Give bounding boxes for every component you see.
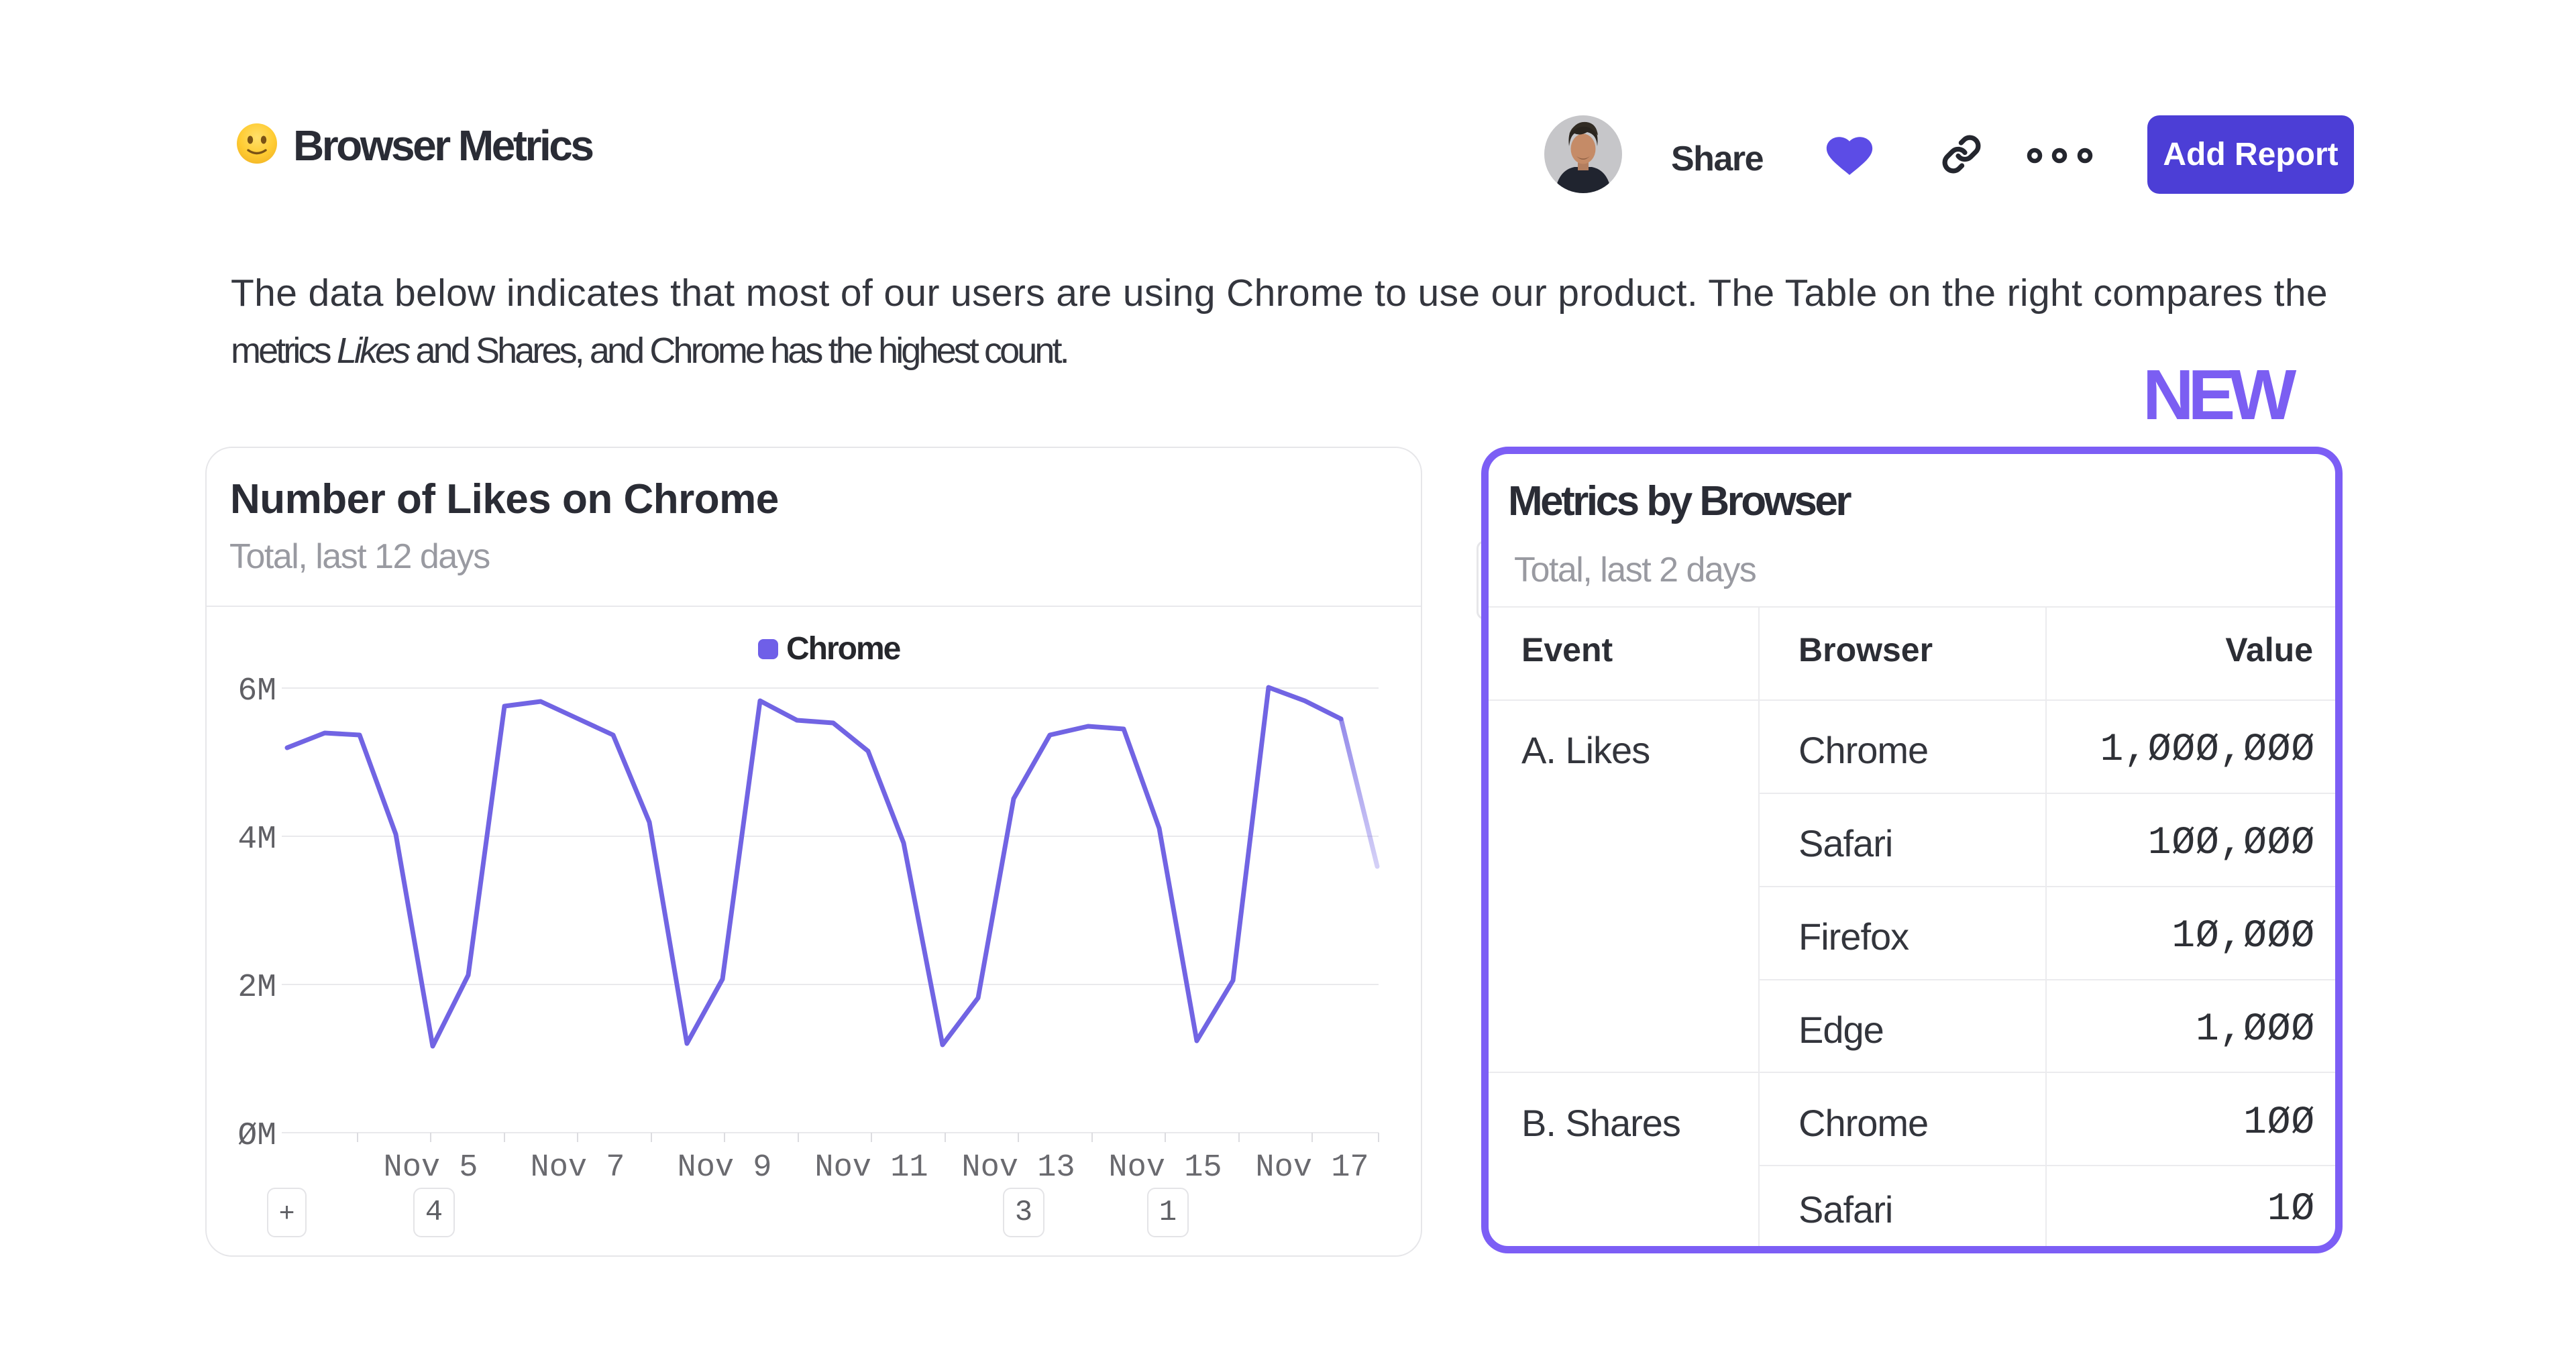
svg-text:Nov 7: Nov 7	[530, 1150, 625, 1186]
svg-text:Nov 9: Nov 9	[677, 1150, 771, 1186]
svg-text:ØM: ØM	[237, 1118, 276, 1154]
svg-text:Nov 11: Nov 11	[814, 1150, 928, 1186]
svg-text:Chrome: Chrome	[786, 631, 901, 667]
svg-text:4M: 4M	[237, 822, 276, 858]
svg-text:2M: 2M	[237, 970, 276, 1006]
svg-text:Nov 13: Nov 13	[961, 1150, 1075, 1186]
svg-text:Nov 15: Nov 15	[1108, 1150, 1222, 1186]
svg-text:Nov 5: Nov 5	[383, 1150, 478, 1186]
svg-text:6M: 6M	[237, 673, 276, 710]
svg-text:Nov 17: Nov 17	[1255, 1150, 1368, 1186]
